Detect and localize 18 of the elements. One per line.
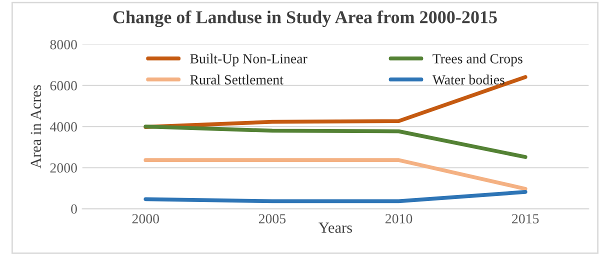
legend-label: Trees and Crops: [432, 54, 522, 66]
chart-title: Change of Landuse in Study Area from 2000-2015: [113, 10, 497, 28]
x-tick-label: 2010: [386, 214, 412, 224]
y-tick-label: 4000: [50, 122, 77, 132]
x-axis-title: Years: [318, 222, 352, 233]
line-series: [144, 75, 528, 129]
legend-label: Built-Up Non-Linear: [190, 54, 308, 66]
y-tick-label: 8000: [50, 40, 77, 50]
legend-label: Water bodies: [432, 74, 504, 85]
x-tick-label: 2000: [132, 214, 159, 224]
y-tick-label: 2000: [50, 163, 77, 173]
y-tick-label: 6000: [50, 81, 77, 90]
legend-label: Rural Settlement: [190, 74, 284, 84]
y-axis-title: Area in Acres: [30, 85, 42, 168]
line-series: [144, 124, 528, 159]
x-tick-label: 2015: [512, 214, 539, 224]
x-tick-label: 2005: [258, 214, 286, 224]
y-tick-label: 0: [71, 204, 77, 214]
